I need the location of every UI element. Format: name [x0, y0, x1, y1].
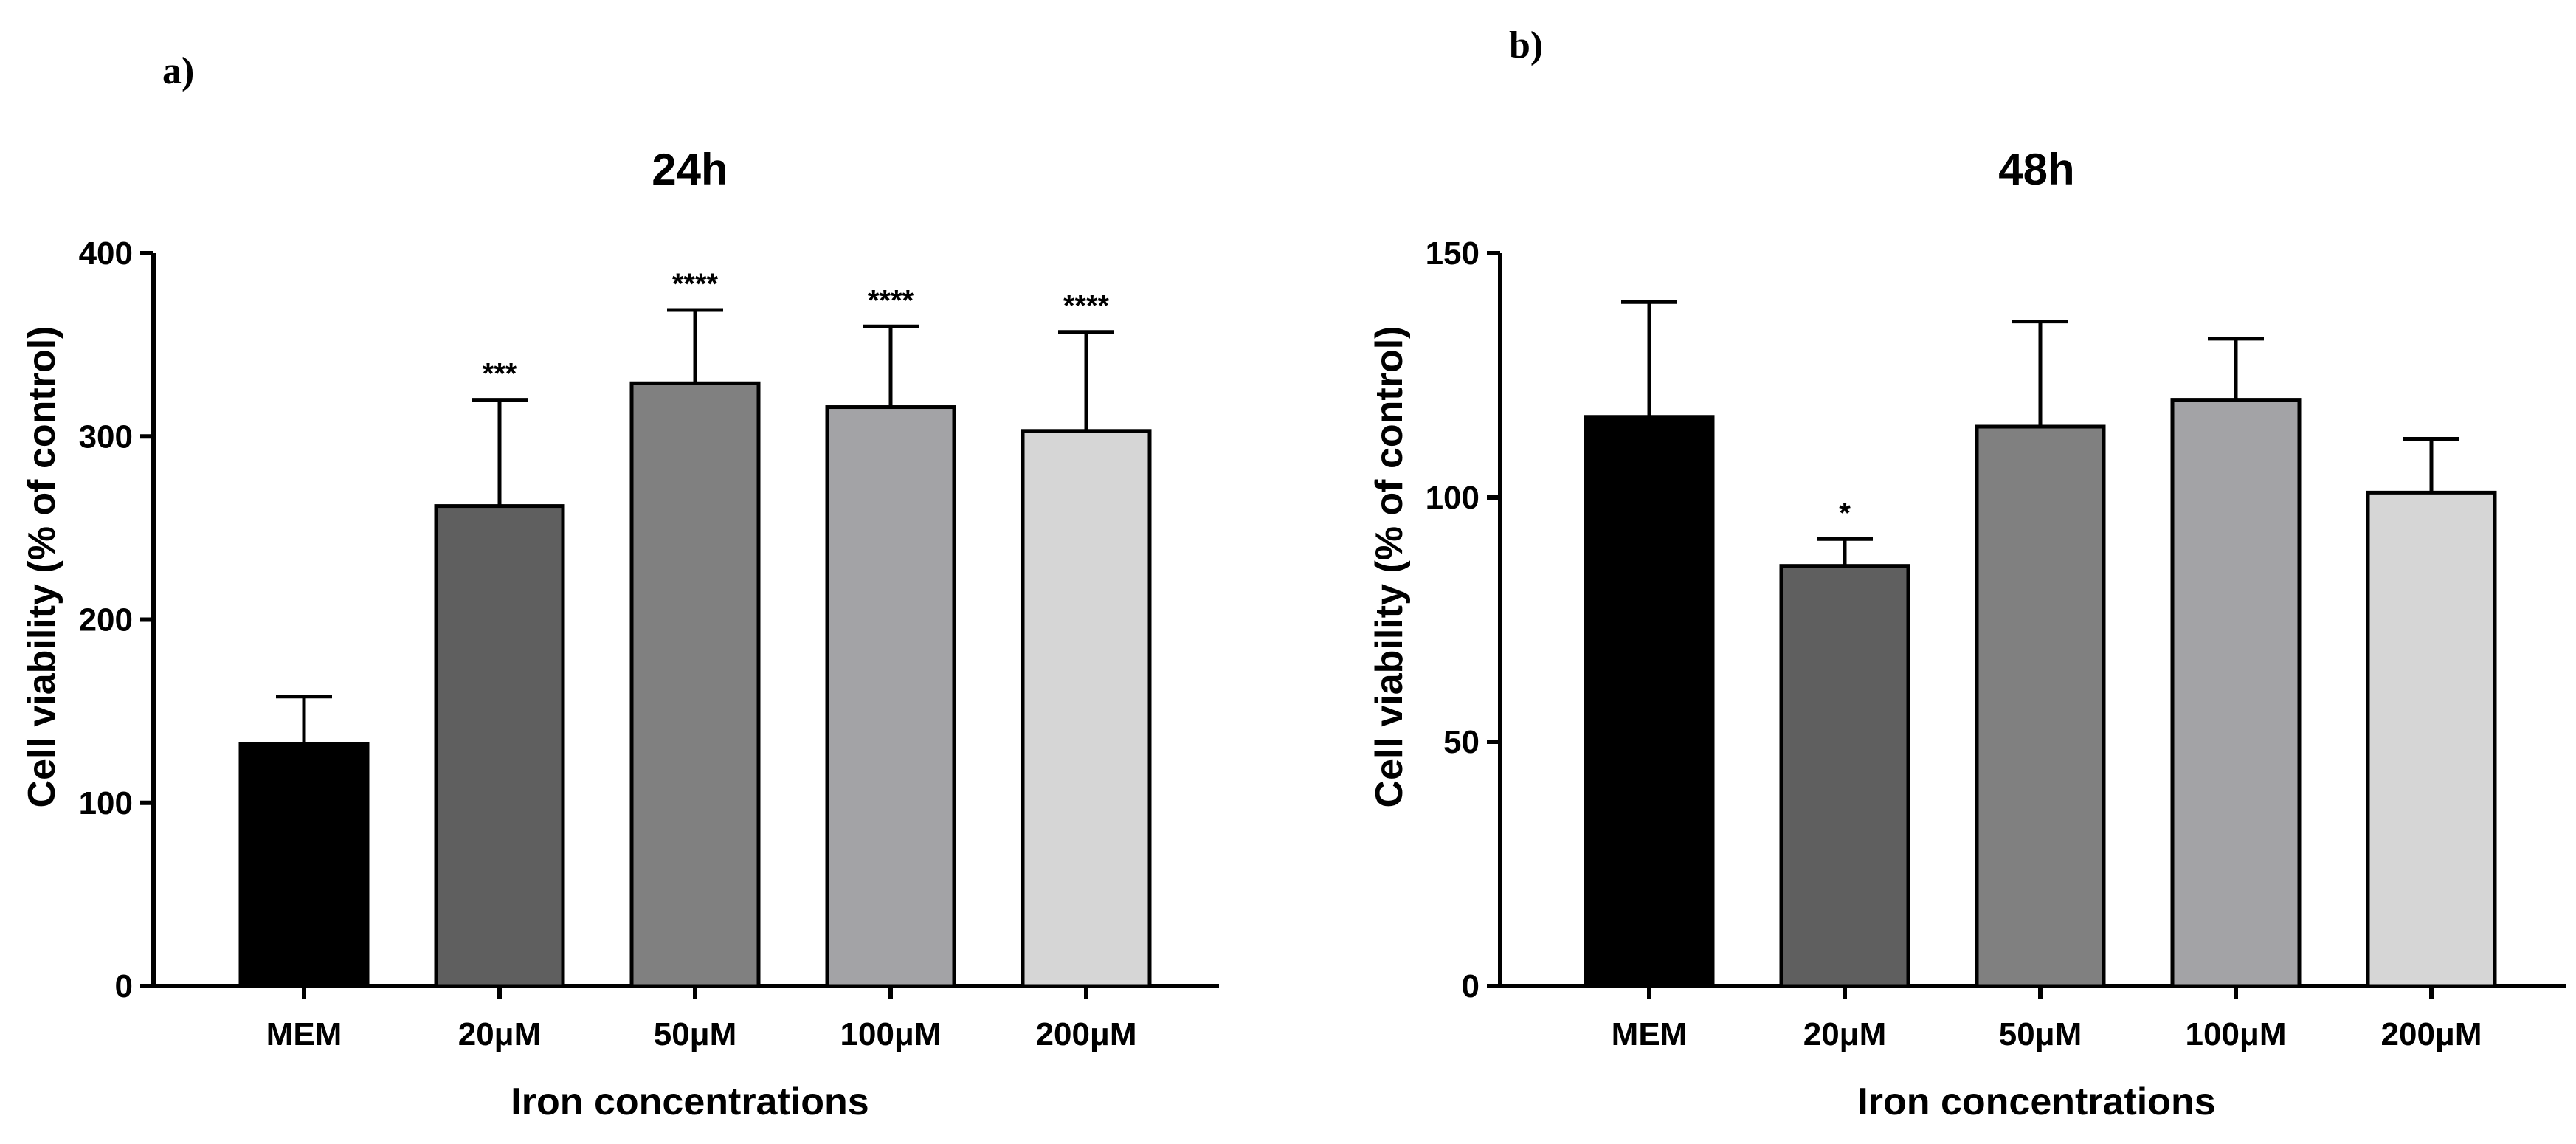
x-tick-label: 100μM — [840, 1016, 942, 1052]
bar — [2366, 490, 2497, 988]
y-tick-label: 200 — [79, 602, 133, 638]
y-tick-label: 300 — [79, 418, 133, 455]
x-tick-label: 200μM — [1036, 1016, 1137, 1052]
bar — [1584, 415, 1715, 988]
bar — [825, 405, 956, 988]
x-tick-label: 200μM — [2381, 1016, 2482, 1052]
x-tick-label: MEM — [1612, 1016, 1688, 1052]
y-tick-label: 50 — [1443, 724, 1479, 760]
panel-a-24h: a) 24h Cell viability (% of control) Iro… — [21, 50, 1219, 1123]
significance-label: * — [1839, 497, 1851, 529]
chart-title: 24h — [652, 145, 728, 194]
x-axis-title: Iron concentrations — [511, 1081, 869, 1123]
significance-label: *** — [483, 358, 517, 390]
y-tick-label: 100 — [1426, 480, 1479, 516]
panel-label: a) — [162, 50, 194, 92]
x-tick-label: MEM — [266, 1016, 342, 1052]
significance-label: **** — [1063, 290, 1110, 323]
y-tick-label: 150 — [1426, 235, 1479, 272]
y-tick-label: 100 — [79, 785, 133, 821]
y-axis-title: Cell viability (% of control) — [1368, 326, 1411, 808]
panel-b-48h: b) 48h Cell viability (% of control) Iro… — [1368, 24, 2566, 1123]
significance-label: **** — [672, 268, 719, 300]
y-axis-title: Cell viability (% of control) — [21, 326, 63, 808]
significance-label: **** — [868, 284, 914, 317]
chart-title: 48h — [1998, 145, 2074, 194]
y-tick-label: 0 — [115, 968, 133, 1005]
plot-area: 0 100 200 300 400 MEM 20μM *** 50μM **** 100μM ****… — [79, 235, 1219, 1052]
bar — [1779, 564, 1910, 988]
bar — [238, 742, 370, 988]
x-tick-label: 20μM — [458, 1016, 542, 1052]
x-tick-label: 20μM — [1803, 1016, 1887, 1052]
x-tick-label: 50μM — [1999, 1016, 2082, 1052]
bar — [629, 381, 761, 988]
x-tick-label: 50μM — [654, 1016, 737, 1052]
plot-area: 0 50 100 150 MEM 20μM * 50μM 100μM 200μM — [1426, 235, 2566, 1052]
x-tick-label: 100μM — [2186, 1016, 2287, 1052]
bar — [1021, 429, 1152, 988]
panel-label: b) — [1509, 24, 1543, 66]
bar — [434, 504, 565, 988]
y-tick-label: 0 — [1462, 968, 1479, 1005]
bar — [2170, 398, 2302, 988]
bar — [1975, 424, 2106, 988]
y-tick-label: 400 — [79, 235, 133, 272]
x-axis-title: Iron concentrations — [1857, 1081, 2215, 1123]
